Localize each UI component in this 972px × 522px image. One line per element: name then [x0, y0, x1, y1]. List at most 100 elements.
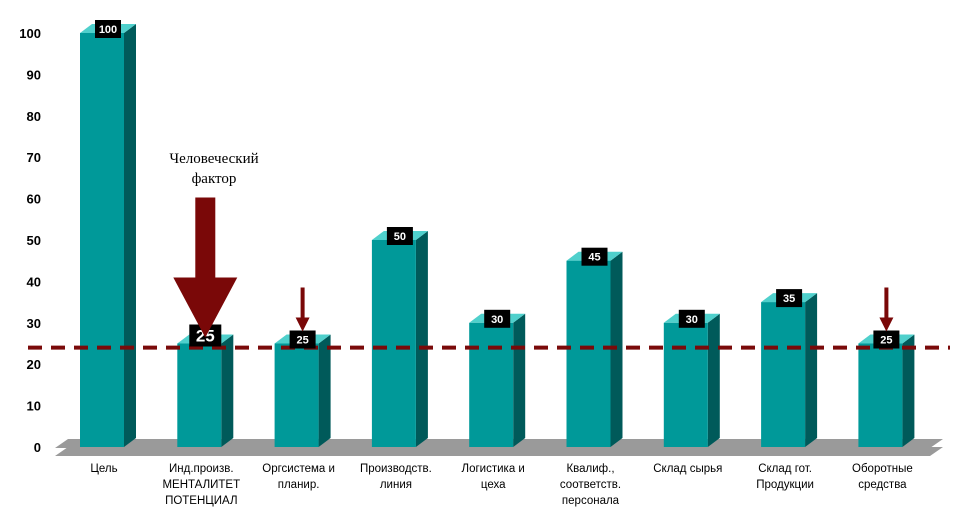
x-axis-label-line: Продукции	[756, 479, 814, 491]
x-axis-label-line: Оргсистема и	[262, 463, 335, 475]
y-tick-label: 30	[27, 316, 41, 331]
data-label: 35	[776, 289, 803, 308]
bar-side	[513, 313, 526, 447]
y-tick-label: 10	[27, 399, 41, 414]
data-label-text: 25	[880, 335, 892, 347]
bar	[761, 293, 818, 447]
arrows	[173, 197, 894, 338]
x-axis-label: Квалиф., соответств. персонала	[560, 463, 621, 507]
bar-front	[566, 260, 611, 447]
data-label-box	[678, 309, 705, 328]
bar-front	[274, 343, 319, 447]
y-tick-label: 40	[27, 274, 41, 289]
x-axis-label-line: Квалиф.,	[566, 463, 614, 475]
y-tick-label: 0	[34, 440, 41, 455]
x-axis-label-line: соответств.	[560, 479, 621, 491]
data-label-box	[484, 309, 511, 328]
small-down-arrow	[295, 287, 310, 332]
x-axis-label-line: Склад сырья	[653, 463, 722, 475]
x-axis-label: Производств. линия	[360, 463, 432, 491]
y-tick-label: 90	[27, 67, 41, 82]
bar	[566, 251, 623, 447]
data-label-box	[386, 227, 413, 245]
data-label-box	[581, 247, 608, 266]
y-tick-label: 100	[19, 26, 41, 41]
bar-front	[80, 33, 124, 447]
bar	[371, 231, 428, 447]
annotation-line-2: фактор	[192, 171, 237, 187]
data-label: 100	[95, 20, 121, 38]
x-axis-label: Склад сырья	[653, 463, 722, 475]
y-tick-label: 80	[27, 109, 41, 124]
bar	[663, 313, 720, 447]
data-label: 50	[386, 227, 413, 245]
bar-front	[663, 322, 708, 447]
bar-side	[221, 334, 234, 447]
data-label: 25	[873, 330, 900, 349]
bar-front	[761, 302, 806, 447]
annotation-line-1: Человеческий	[169, 151, 258, 167]
data-label: 45	[581, 247, 608, 266]
x-axis-label: Логистика и цеха	[462, 463, 525, 491]
data-label-box	[95, 20, 121, 38]
small-down-arrow	[879, 287, 894, 332]
annotation-layer: Человеческий фактор	[169, 151, 258, 187]
bar	[469, 313, 526, 447]
y-axis-ticks: 0 10 20 30 40 50 60 70 80 90 100	[19, 26, 41, 455]
bar-side	[415, 231, 428, 447]
data-labels: 1002525503045303525	[95, 20, 900, 349]
bar-side	[707, 313, 720, 447]
data-label-box	[873, 330, 900, 349]
data-label-text: 30	[686, 314, 698, 326]
x-axis-label-line: ПОТЕНЦИАЛ	[165, 495, 237, 507]
data-label-text: 100	[99, 24, 117, 36]
data-label-box	[776, 289, 803, 308]
x-axis-label-line: Инд.произв.	[169, 463, 234, 475]
data-label-box	[289, 330, 316, 349]
data-label: 30	[484, 309, 511, 328]
x-axis-label-line: Производств.	[360, 463, 432, 475]
x-axis-label-line: линия	[380, 479, 412, 491]
data-label: 30	[678, 309, 705, 328]
x-axis-label: Склад гот. Продукции	[756, 463, 814, 491]
data-label-text: 25	[296, 335, 308, 347]
x-axis-label-line: Цель	[90, 463, 117, 475]
x-axis-label-line: средства	[858, 479, 907, 491]
x-axis-label-line: цеха	[481, 479, 506, 491]
bar	[274, 334, 331, 447]
x-axis-label: Цель	[90, 463, 117, 475]
data-label-text: 45	[588, 252, 600, 264]
bar	[858, 334, 915, 447]
floor-top	[55, 447, 943, 456]
bar-side	[902, 334, 915, 447]
bar-side	[805, 293, 818, 447]
y-tick-label: 60	[27, 192, 41, 207]
x-axis-label-line: МЕНТАЛИТЕТ	[162, 479, 240, 491]
x-axis-label-line: Склад гот.	[758, 463, 812, 475]
bar-front	[469, 322, 514, 447]
bar-front	[858, 343, 903, 447]
x-axis-label-line: Логистика и	[462, 463, 525, 475]
data-label: 25	[289, 330, 316, 349]
y-tick-label: 70	[27, 150, 41, 165]
big-down-arrow	[173, 197, 238, 338]
bar-side	[124, 24, 136, 447]
bar-front	[371, 240, 416, 447]
y-tick-label: 20	[27, 357, 41, 372]
y-tick-label: 50	[27, 233, 41, 248]
x-axis-labels: Цель Инд.произв. МЕНТАЛИТЕТ ПОТЕНЦИАЛ Оргсис…	[90, 463, 912, 507]
bar	[80, 24, 136, 447]
x-axis-label: Оборотные средства	[852, 463, 913, 491]
data-label-text: 30	[491, 314, 503, 326]
x-axis-label-line: планир.	[278, 479, 320, 491]
x-axis-label-line: Оборотные	[852, 463, 913, 475]
bar	[177, 334, 234, 447]
x-axis-label: Инд.произв. МЕНТАЛИТЕТ ПОТЕНЦИАЛ	[162, 463, 240, 507]
bar-side	[318, 334, 331, 447]
bar-front	[177, 343, 222, 447]
x-axis-label: Оргсистема и планир.	[262, 463, 335, 491]
data-label-text: 35	[783, 293, 795, 305]
data-label-text: 50	[394, 231, 406, 243]
x-axis-label-line: персонала	[562, 495, 620, 507]
